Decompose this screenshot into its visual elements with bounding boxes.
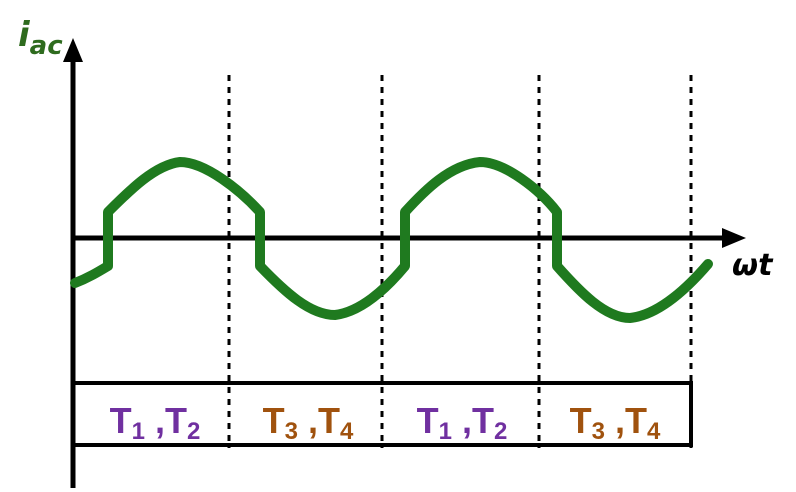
y-axis-arrowhead: [63, 38, 83, 62]
switch-separator: ,: [605, 400, 625, 441]
switch-separator: ,: [145, 400, 165, 441]
y-axis-label: iac: [18, 15, 63, 61]
x-axis-arrowhead: [722, 228, 746, 248]
switch-sub-t3: 3: [592, 418, 605, 445]
segment-label-4: T3 ,T4: [570, 400, 661, 445]
switch-label-t3: T: [263, 400, 285, 441]
switch-label-t2: T: [472, 400, 494, 441]
switch-separator: ,: [452, 400, 472, 441]
switch-sub-t3: 3: [285, 418, 298, 445]
segment-label-1: T1 ,T2: [110, 400, 201, 445]
switch-label-t1: T: [417, 400, 439, 441]
switch-label-t1: T: [110, 400, 132, 441]
switch-sub-t2: 2: [187, 418, 200, 445]
switch-sub-t4: 4: [340, 418, 354, 445]
x-axis-label: ωt: [732, 248, 774, 283]
switch-sub-t2: 2: [494, 418, 507, 445]
y-axis-label-sub: ac: [30, 31, 64, 61]
switch-sub-t1: 1: [132, 418, 145, 445]
switch-sub-t4: 4: [647, 418, 661, 445]
segment-label-2: T3 ,T4: [263, 400, 354, 445]
switch-separator: ,: [298, 400, 318, 441]
switch-label-t2: T: [165, 400, 187, 441]
switch-label-t3: T: [570, 400, 592, 441]
switch-label-t4: T: [625, 400, 647, 441]
switch-label-t4: T: [318, 400, 340, 441]
switch-sub-t1: 1: [439, 418, 452, 445]
segment-label-3: T1 ,T2: [417, 400, 508, 445]
